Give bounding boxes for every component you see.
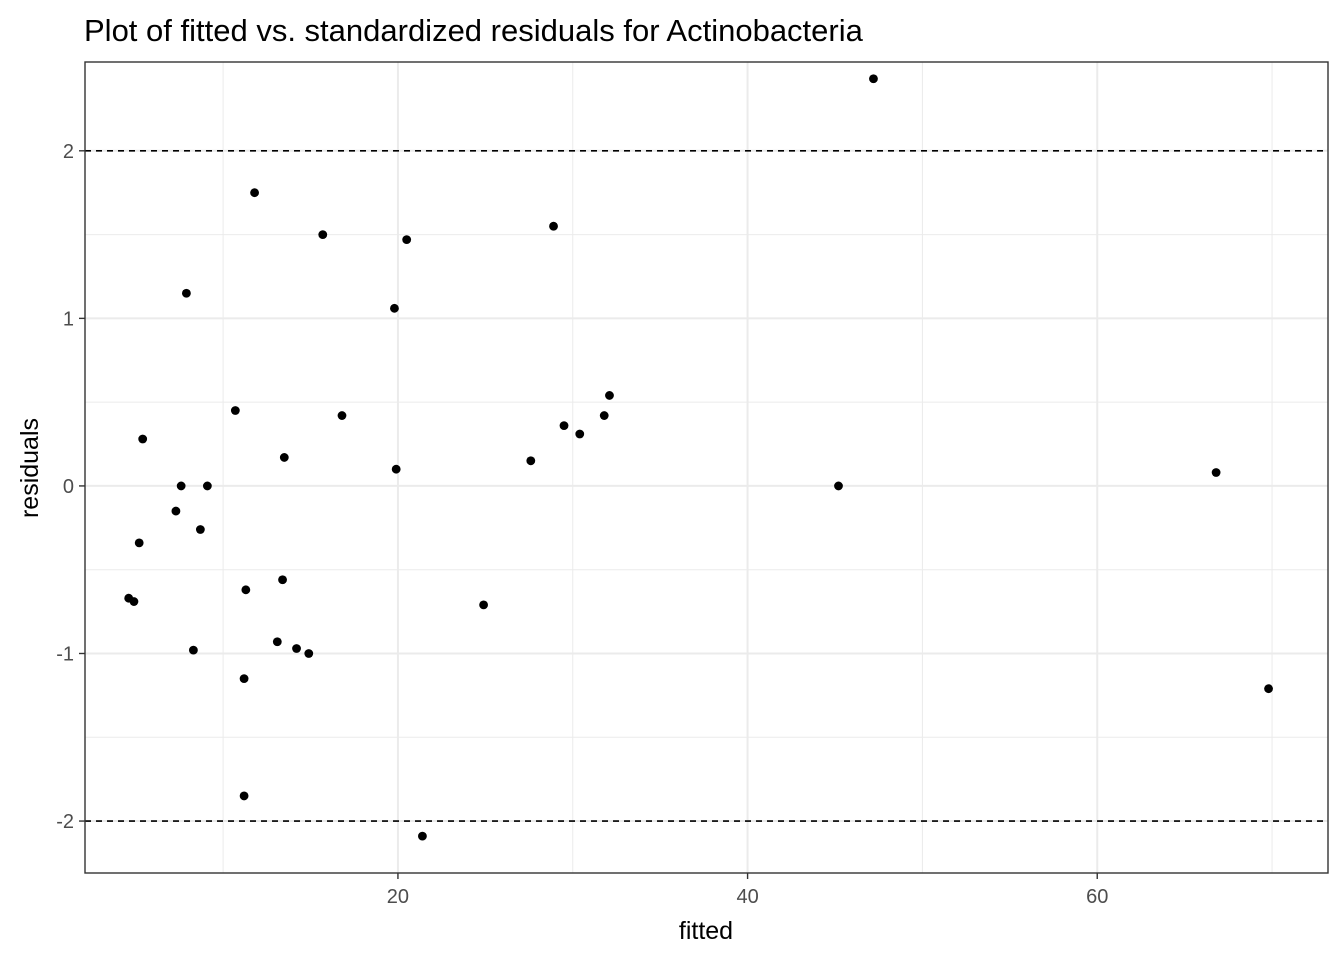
data-point [188, 645, 198, 655]
x-tick-label: 20 [387, 886, 409, 908]
data-point [176, 481, 186, 491]
data-point [239, 791, 249, 801]
data-point [304, 649, 314, 658]
x-axis-title: fitted [679, 917, 733, 945]
data-point [549, 221, 558, 231]
y-tick-label: 0 [63, 476, 74, 498]
data-point [337, 411, 347, 420]
data-point [134, 538, 144, 548]
y-axis-title: residuals [16, 418, 44, 518]
y-tick-label: -2 [56, 811, 74, 833]
data-point [834, 481, 843, 491]
chart-title: Plot of fitted vs. standardized residual… [84, 13, 864, 48]
plot-panel [85, 62, 1328, 873]
y-tick-label: -1 [56, 643, 74, 665]
data-point [129, 597, 139, 606]
data-point [250, 188, 259, 198]
data-point [279, 453, 289, 462]
reference-lines [85, 150, 1328, 822]
data-point [559, 421, 569, 431]
data-point [390, 303, 399, 313]
data-point [241, 585, 251, 595]
y-axis-ticks: -2 -1 0 1 2 [56, 141, 85, 833]
data-point [171, 506, 181, 516]
data-point [1264, 684, 1273, 694]
data-point [230, 406, 240, 415]
data-point [526, 456, 536, 466]
data-point [202, 481, 212, 491]
plot-border [84, 61, 1329, 874]
data-point [1211, 468, 1221, 477]
x-tick-label: 40 [736, 886, 758, 908]
data-point [272, 637, 282, 647]
data-point [479, 600, 488, 610]
data-point [869, 74, 878, 84]
data-point [599, 411, 609, 420]
x-axis-ticks: 20 40 60 [387, 873, 1108, 908]
data-point [181, 288, 191, 298]
data-point [278, 575, 287, 585]
data-point [138, 434, 148, 444]
x-tick-label: 60 [1086, 886, 1108, 908]
data-point [575, 429, 585, 439]
data-point [402, 235, 412, 245]
data-point [391, 464, 401, 474]
data-point [605, 391, 614, 400]
data-point [239, 674, 249, 684]
data-point [195, 525, 205, 534]
data-points [124, 74, 1273, 841]
y-tick-label: 2 [63, 141, 74, 163]
y-tick-label: 1 [63, 308, 74, 330]
data-point [418, 831, 427, 841]
major-gridlines [85, 62, 1328, 873]
data-point [318, 230, 328, 239]
data-point [292, 644, 301, 653]
minor-gridlines [85, 62, 1328, 873]
